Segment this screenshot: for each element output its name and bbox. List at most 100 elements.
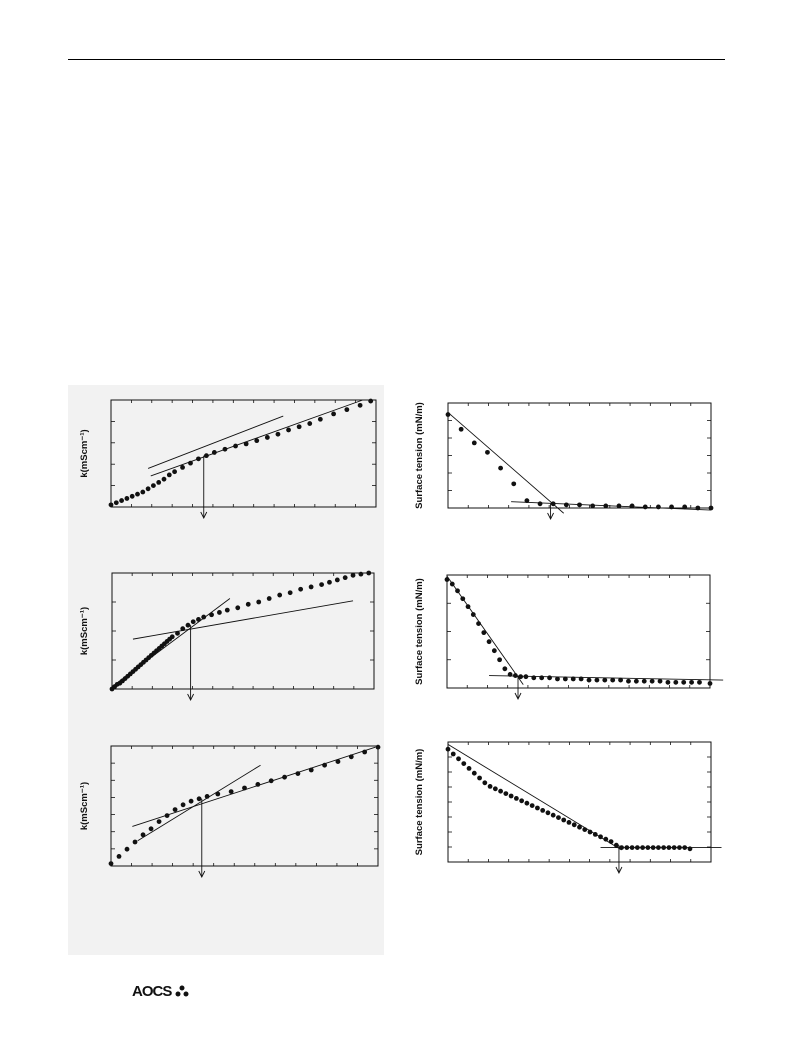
data-point (140, 832, 146, 838)
data-point (466, 766, 472, 771)
break-marker-arrowhead (187, 693, 195, 702)
data-point (108, 502, 114, 508)
data-point (629, 503, 635, 509)
data-point (209, 612, 214, 618)
data-point (175, 630, 180, 636)
plot-frame (110, 745, 379, 867)
data-point (180, 802, 186, 808)
y-axis-label: Surface tension (mN/m) (414, 578, 425, 685)
data-point (707, 681, 713, 686)
data-point (624, 845, 630, 850)
data-point (626, 678, 631, 684)
data-point (222, 446, 228, 452)
data-point (350, 572, 356, 578)
data-point (523, 674, 529, 680)
data-point (450, 751, 456, 757)
data-point (348, 754, 354, 760)
data-point (634, 845, 640, 850)
aocs-logo-text: AOCS (132, 983, 172, 1000)
data-point (682, 504, 688, 510)
data-point (519, 798, 525, 804)
fit-line (132, 746, 376, 827)
data-point (295, 771, 301, 776)
data-point (188, 460, 193, 466)
data-point (331, 411, 336, 417)
data-point (681, 679, 687, 685)
data-point (201, 614, 207, 620)
break-marker-arrowhead (200, 511, 208, 520)
data-point (524, 800, 530, 806)
fit-line (137, 764, 261, 842)
chart-surface-tension-1: Surface tension (mN/m) (414, 402, 714, 521)
data-point (296, 424, 302, 430)
data-point (603, 503, 609, 509)
left-figure-panel (68, 385, 384, 955)
data-point (268, 778, 274, 784)
data-point (608, 839, 614, 844)
data-point (498, 788, 503, 794)
y-axis-label: k(mScm⁻¹) (79, 429, 90, 477)
data-point (185, 622, 191, 628)
data-point (650, 845, 656, 850)
data-point (156, 819, 162, 824)
data-point (497, 657, 502, 663)
fit-line (132, 600, 354, 640)
data-point (508, 793, 514, 799)
data-point (476, 621, 481, 626)
data-point (444, 577, 450, 582)
data-point (566, 820, 572, 825)
data-point (445, 412, 451, 417)
data-point (562, 676, 568, 682)
data-point (657, 678, 663, 684)
break-marker-arrowhead (198, 870, 206, 879)
data-point (487, 784, 493, 789)
data-point (255, 782, 261, 787)
data-point (308, 767, 314, 773)
data-point (319, 582, 324, 587)
data-point (275, 431, 281, 437)
fit-line (150, 399, 363, 477)
data-point (375, 744, 381, 750)
data-point (671, 845, 677, 850)
data-point (666, 845, 672, 850)
data-point (633, 678, 639, 684)
data-point (116, 854, 122, 859)
data-point (594, 677, 600, 683)
data-point (308, 584, 314, 590)
axis-ticks (447, 575, 710, 688)
y-axis-label: k(mScm⁻¹) (79, 782, 90, 830)
data-point (362, 749, 368, 755)
break-marker-arrowhead (615, 866, 623, 875)
data-point (334, 577, 340, 583)
data-point (224, 607, 230, 613)
data-point (513, 796, 519, 801)
y-axis-label: Surface tension (mN/m) (414, 749, 425, 856)
data-point (661, 845, 667, 850)
plot-frame (110, 399, 377, 508)
data-point (511, 481, 517, 487)
data-point (368, 398, 374, 404)
data-point (587, 829, 593, 835)
axis-ticks (111, 746, 378, 866)
data-point (507, 672, 513, 677)
data-point (492, 786, 498, 792)
chart-conductivity-3: k(mScm⁻¹) (79, 744, 381, 879)
data-point (502, 666, 508, 672)
data-point (445, 746, 451, 752)
data-point (471, 770, 477, 776)
data-point (124, 496, 130, 501)
fit-line (447, 744, 622, 851)
data-point (211, 450, 217, 455)
data-point (455, 588, 460, 594)
data-point (537, 501, 543, 507)
data-point (287, 590, 293, 596)
y-axis-label: Surface tension (mN/m) (414, 402, 425, 509)
data-point (503, 791, 509, 796)
data-point (188, 798, 194, 804)
data-point (298, 586, 304, 592)
data-point (344, 407, 350, 413)
data-point (577, 824, 582, 830)
data-point (682, 845, 688, 850)
data-point (689, 679, 694, 685)
data-point (545, 810, 551, 816)
